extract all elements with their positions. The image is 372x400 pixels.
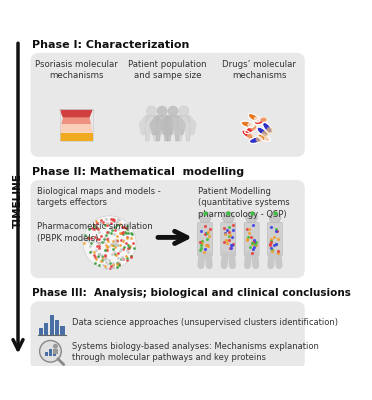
Bar	[53, 350, 56, 356]
Ellipse shape	[241, 121, 254, 128]
Bar	[60, 326, 65, 335]
Ellipse shape	[257, 127, 268, 137]
FancyBboxPatch shape	[31, 302, 305, 370]
FancyBboxPatch shape	[198, 222, 212, 256]
Ellipse shape	[263, 122, 272, 133]
Ellipse shape	[247, 122, 254, 128]
Polygon shape	[166, 116, 180, 141]
Text: Phase I: Characterization: Phase I: Characterization	[32, 40, 189, 50]
Text: TIMELINE: TIMELINE	[13, 172, 23, 228]
Text: Patient population
and sampe size: Patient population and sampe size	[128, 60, 207, 80]
Circle shape	[83, 216, 136, 269]
Bar	[53, 349, 58, 354]
Ellipse shape	[266, 127, 273, 133]
Circle shape	[199, 212, 211, 223]
Ellipse shape	[249, 137, 262, 144]
Ellipse shape	[247, 133, 253, 139]
Ellipse shape	[245, 125, 257, 134]
Text: Biological maps and models -
targets effectors

Pharmacometric simulation
(PBPK : Biological maps and models - targets eff…	[37, 187, 161, 243]
Polygon shape	[61, 118, 91, 124]
Ellipse shape	[258, 134, 270, 142]
FancyBboxPatch shape	[31, 180, 305, 278]
FancyBboxPatch shape	[244, 222, 259, 256]
Ellipse shape	[256, 136, 262, 142]
Circle shape	[179, 106, 189, 116]
FancyBboxPatch shape	[31, 53, 305, 157]
Ellipse shape	[250, 125, 257, 131]
Ellipse shape	[264, 136, 270, 142]
Ellipse shape	[254, 118, 267, 124]
Bar	[49, 315, 54, 335]
FancyBboxPatch shape	[267, 222, 282, 256]
Polygon shape	[60, 109, 93, 118]
Bar	[39, 328, 43, 335]
Text: Patient Modelling
(quantitative systems
pharmacology - QSP): Patient Modelling (quantitative systems …	[198, 187, 290, 219]
Ellipse shape	[248, 114, 260, 122]
Polygon shape	[60, 133, 93, 141]
Circle shape	[53, 344, 58, 349]
Ellipse shape	[262, 131, 268, 137]
Text: Systems biology-based analyses: Mechanisms explanation
through molecular pathway: Systems biology-based analyses: Mechanis…	[72, 342, 319, 362]
Circle shape	[157, 106, 167, 116]
Text: Phase II: Mathematical  modelling: Phase II: Mathematical modelling	[32, 167, 244, 177]
Ellipse shape	[242, 130, 253, 139]
Bar	[55, 320, 59, 335]
Circle shape	[269, 212, 281, 223]
Circle shape	[40, 340, 61, 362]
FancyBboxPatch shape	[221, 222, 236, 256]
Text: Psoriasis molecular
mechanisms: Psoriasis molecular mechanisms	[35, 60, 118, 80]
Text: Phase III:  Analysis; biological and clinical conclusions: Phase III: Analysis; biological and clin…	[32, 288, 351, 298]
Circle shape	[222, 212, 234, 223]
Polygon shape	[145, 116, 158, 141]
Polygon shape	[60, 124, 93, 133]
Circle shape	[246, 212, 257, 223]
Bar	[45, 352, 48, 356]
Polygon shape	[155, 116, 169, 141]
Bar	[49, 349, 52, 356]
Text: Drugs’ molecular
mechanisms: Drugs’ molecular mechanisms	[222, 60, 296, 80]
Circle shape	[147, 106, 156, 116]
Circle shape	[168, 106, 178, 116]
Ellipse shape	[254, 116, 260, 122]
Polygon shape	[177, 116, 190, 141]
Bar	[44, 323, 48, 335]
Ellipse shape	[261, 117, 267, 123]
Text: Data science approaches (unsupervised clusters identification): Data science approaches (unsupervised cl…	[72, 318, 338, 327]
